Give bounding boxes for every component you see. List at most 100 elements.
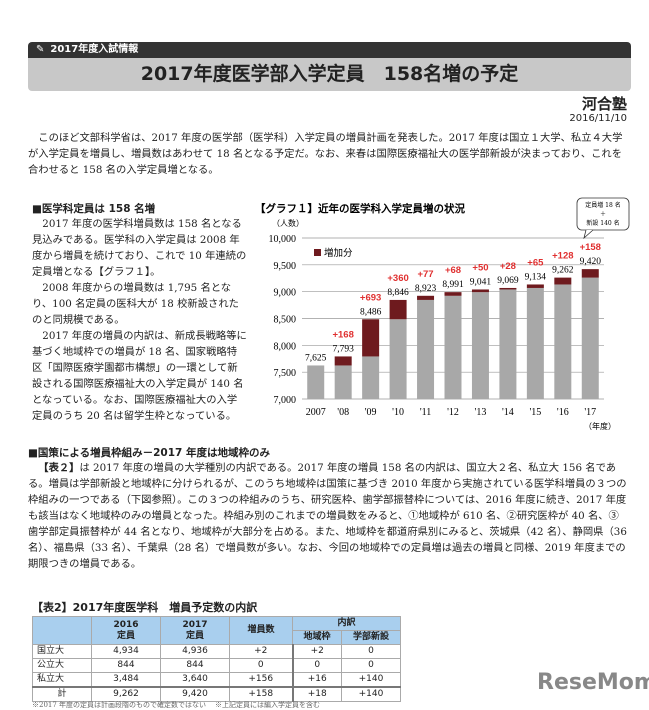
table-cell: 0 xyxy=(229,658,293,673)
col-2016: 2016 定員 xyxy=(91,616,161,645)
increase-label: +168 xyxy=(332,329,353,340)
total-label: 7,793 xyxy=(332,344,354,354)
table-cell: 3,484 xyxy=(91,672,161,688)
x-tick-label: '16 xyxy=(557,407,569,418)
bar-increase xyxy=(526,284,544,288)
x-tick-label: '12 xyxy=(447,407,459,418)
table-cell: 4,934 xyxy=(91,644,161,659)
y-tick-label: 8,500 xyxy=(274,315,297,326)
bar-increase xyxy=(499,287,517,290)
x-tick-label: '15 xyxy=(529,407,541,418)
bar-base xyxy=(362,356,380,399)
table-cell: 9,262 xyxy=(91,686,161,702)
legend-swatch xyxy=(314,249,321,256)
page-title: 2017年度医学部入学定員 158名増の予定 xyxy=(28,58,631,91)
table-cell: +140 xyxy=(341,672,401,688)
total-label: 7,625 xyxy=(305,353,327,363)
y-tick-label: 9,500 xyxy=(274,261,297,272)
watermark-logo: ReseMom xyxy=(537,670,649,695)
table-cell: +158 xyxy=(229,686,293,702)
bar-base xyxy=(471,292,489,399)
bar-increase xyxy=(554,277,572,285)
increase-label: +65 xyxy=(527,257,544,268)
tag-icon: ✎ xyxy=(36,44,45,55)
total-label: 9,041 xyxy=(470,277,492,287)
table-row: 計 9,262 9,420 +158 +18 +140 xyxy=(32,686,401,702)
bar-increase xyxy=(471,289,489,293)
table-cell: +18 xyxy=(291,686,342,702)
increase-label: +68 xyxy=(445,265,461,276)
x-tick-label: '10 xyxy=(392,407,404,418)
table-cell: 3,640 xyxy=(160,672,230,688)
bar-base xyxy=(334,365,352,399)
table-cell: 0 xyxy=(341,644,401,659)
total-label: 9,262 xyxy=(552,266,574,276)
intro-paragraph: このほど文部科学省は、2017 年度の医学部（医学科）入学定員の増員計画を発表し… xyxy=(28,132,623,176)
legend-label: 増加分 xyxy=(324,247,353,259)
table-cell: 0 xyxy=(341,658,401,673)
table-title: 【表2】2017年度医学科 増員予定数の内訳 xyxy=(32,601,258,614)
x-tick-label: '09 xyxy=(365,407,377,418)
x-tick-label: '11 xyxy=(420,407,431,418)
table-row: 私立大 3,484 3,640 +156 +16 +140 xyxy=(32,672,401,688)
table-note: ※上記定員には編入学定員を含む xyxy=(215,701,320,709)
total-label: 9,134 xyxy=(525,272,547,282)
table-cell: +140 xyxy=(341,686,401,702)
bar-increase xyxy=(417,295,435,300)
paragraph: 2008 年度からの増員数は 1,795 名となり、100 名定員の医科大が 1… xyxy=(32,282,239,326)
callout-pointer xyxy=(583,229,594,240)
paragraph: 2017 年度の医学科増員数は 158 名となる見込みである。医学科の入学定員は… xyxy=(32,218,247,278)
bar-increase xyxy=(362,319,380,357)
section-2-heading: ■国策による増員枠組み－2017 年度は地域枠のみ xyxy=(28,447,270,459)
table-cell: +16 xyxy=(291,672,342,688)
callout-text: ＋ xyxy=(600,211,606,218)
table-cell: 0 xyxy=(291,658,342,673)
bar-base xyxy=(554,284,572,399)
bar-base xyxy=(444,295,462,399)
increase-label: +77 xyxy=(417,269,433,280)
table-cell: 4,936 xyxy=(160,644,230,659)
callout-text: 定員増 18 名 xyxy=(585,201,620,209)
table-row: 国立大 4,934 4,936 +2 +2 0 xyxy=(32,644,401,659)
increase-label: +128 xyxy=(552,251,573,262)
section-2: ■国策による増員枠組み－2017 年度は地域枠のみ 【表２】は 2017 年度の… xyxy=(28,446,628,572)
table-row: 公立大 844 844 0 0 0 xyxy=(32,658,401,673)
table-cell: 9,420 xyxy=(160,686,230,702)
y-tick-label: 7,000 xyxy=(274,395,297,406)
total-label: 9,420 xyxy=(580,257,602,267)
y-tick-label: 9,000 xyxy=(274,288,297,299)
bar-increase xyxy=(389,299,407,320)
col-new: 学部新設 xyxy=(341,630,401,645)
bar-chart: 【グラフ１】近年の医学科入学定員増の状況 （人数） 7,000 7,500 8,000 8… xyxy=(255,197,630,431)
category-label: 2017年度入試情報 xyxy=(50,44,139,55)
section-2-text: は 2017 年度の増員の大学種別の内訳である。2017 年度の増員 158 名… xyxy=(28,462,627,570)
increase-label: +158 xyxy=(580,242,601,253)
x-tick-label: '13 xyxy=(475,407,487,418)
table-cell: +2 xyxy=(229,644,293,659)
bar-base xyxy=(526,287,544,399)
callout-box xyxy=(576,197,630,231)
x-tick-label: '17 xyxy=(584,407,596,418)
table-cell: 844 xyxy=(91,658,161,673)
y-tick-label: 8,000 xyxy=(274,341,297,352)
bar-base xyxy=(389,319,407,399)
x-tick-label: '08 xyxy=(337,407,349,418)
table-reference: 【表２】 xyxy=(38,462,80,474)
total-label: 8,923 xyxy=(415,284,437,294)
publisher-logo: 河合塾 xyxy=(581,95,627,113)
bar-base xyxy=(307,365,325,399)
paragraph: 2017 年度の増員の内訳は、新成長戦略等に基づく地域枠での増員が 18 名、国… xyxy=(32,330,247,422)
callout-text: 新設 140 名 xyxy=(586,219,619,227)
col-2017: 2017 定員 xyxy=(160,616,230,645)
table-cell: 公立大 xyxy=(32,658,92,673)
table-cell: +156 xyxy=(229,672,293,688)
bar-increase xyxy=(444,292,462,296)
table-cell: 844 xyxy=(160,658,230,673)
x-tick-label: 2007 xyxy=(306,407,326,418)
increase-label: +50 xyxy=(472,262,488,273)
table-cell: 私立大 xyxy=(32,672,92,688)
bar-increase xyxy=(334,356,352,366)
bar-base xyxy=(499,289,517,399)
section-1-heading: ■医学科定員は 158 名増 xyxy=(32,203,156,215)
total-label: 9,069 xyxy=(497,276,519,286)
